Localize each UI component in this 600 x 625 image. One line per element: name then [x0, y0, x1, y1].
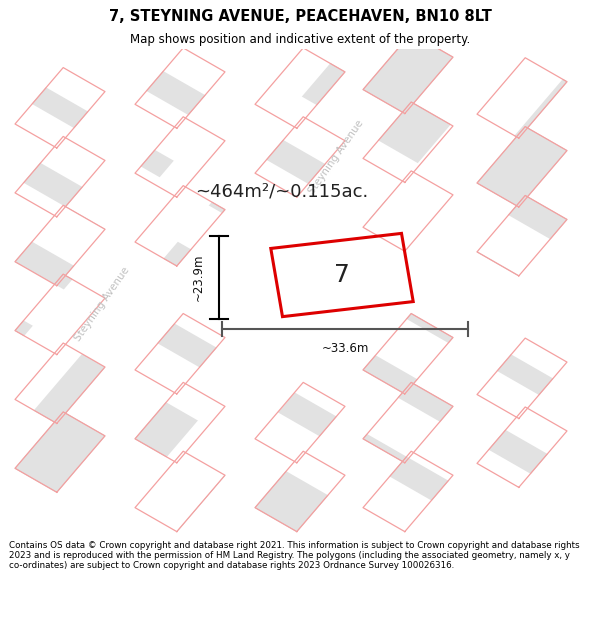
Polygon shape	[255, 48, 345, 128]
Polygon shape	[15, 274, 105, 354]
Polygon shape	[363, 451, 453, 532]
Polygon shape	[15, 343, 105, 423]
Polygon shape	[15, 412, 105, 492]
Polygon shape	[15, 68, 105, 148]
Text: ~23.9m: ~23.9m	[191, 254, 205, 301]
Text: Steyning Avenue: Steyning Avenue	[73, 266, 131, 343]
Polygon shape	[135, 451, 225, 532]
Text: ~33.6m: ~33.6m	[322, 342, 368, 355]
Polygon shape	[477, 58, 567, 138]
Polygon shape	[477, 196, 567, 276]
Polygon shape	[477, 407, 567, 488]
Polygon shape	[363, 102, 453, 182]
Polygon shape	[255, 382, 345, 462]
Text: Steyning Avenue: Steyning Avenue	[307, 118, 365, 196]
Polygon shape	[135, 382, 225, 462]
Polygon shape	[0, 264, 600, 625]
Text: 7: 7	[334, 263, 350, 287]
Text: ~464m²/~0.115ac.: ~464m²/~0.115ac.	[196, 182, 368, 201]
Polygon shape	[477, 338, 567, 419]
Polygon shape	[363, 171, 453, 251]
Polygon shape	[363, 382, 453, 462]
Polygon shape	[15, 136, 105, 217]
Polygon shape	[42, 0, 600, 625]
Polygon shape	[255, 117, 345, 197]
Polygon shape	[363, 314, 453, 394]
Polygon shape	[0, 0, 396, 625]
Polygon shape	[135, 314, 225, 394]
Polygon shape	[255, 451, 345, 532]
Polygon shape	[135, 117, 225, 197]
Polygon shape	[135, 186, 225, 266]
Polygon shape	[15, 205, 105, 286]
Polygon shape	[135, 48, 225, 128]
Polygon shape	[0, 181, 600, 556]
Polygon shape	[477, 127, 567, 207]
Polygon shape	[0, 19, 600, 394]
Polygon shape	[0, 98, 600, 472]
Text: Map shows position and indicative extent of the property.: Map shows position and indicative extent…	[130, 33, 470, 46]
Polygon shape	[363, 33, 453, 114]
Text: 7, STEYNING AVENUE, PEACEHAVEN, BN10 8LT: 7, STEYNING AVENUE, PEACEHAVEN, BN10 8LT	[109, 9, 491, 24]
Text: Contains OS data © Crown copyright and database right 2021. This information is : Contains OS data © Crown copyright and d…	[9, 541, 580, 571]
Polygon shape	[0, 0, 600, 310]
